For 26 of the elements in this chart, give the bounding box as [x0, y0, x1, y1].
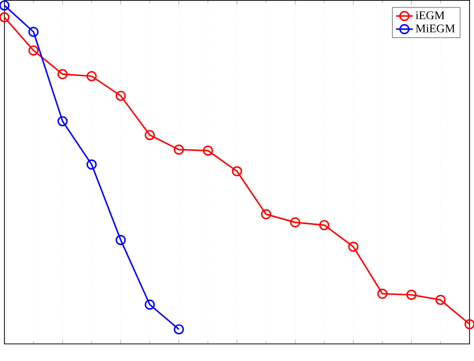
- point: [174, 324, 184, 335]
- point: [377, 288, 388, 300]
- point: [202, 146, 214, 156]
- point: [116, 235, 126, 246]
- point: [435, 294, 446, 306]
- point: [319, 220, 330, 230]
- point: [174, 144, 184, 155]
- point: [464, 319, 474, 330]
- legend-label: iEGM: [416, 12, 444, 20]
- point: [290, 217, 300, 228]
- point: [0, 0, 10, 11]
- point: [116, 90, 126, 102]
- point: [144, 300, 155, 310]
- point: [232, 166, 242, 177]
- point: [348, 242, 358, 252]
- point: [0, 12, 10, 23]
- legend-label: MiEGM: [416, 24, 455, 33]
- point: [57, 69, 68, 80]
- point: [144, 130, 155, 140]
- point: [28, 26, 39, 38]
- point: [86, 160, 97, 170]
- point: [406, 290, 417, 300]
- point: [28, 46, 39, 56]
- point: [86, 71, 97, 82]
- point: [260, 209, 272, 220]
- point: [57, 116, 68, 127]
